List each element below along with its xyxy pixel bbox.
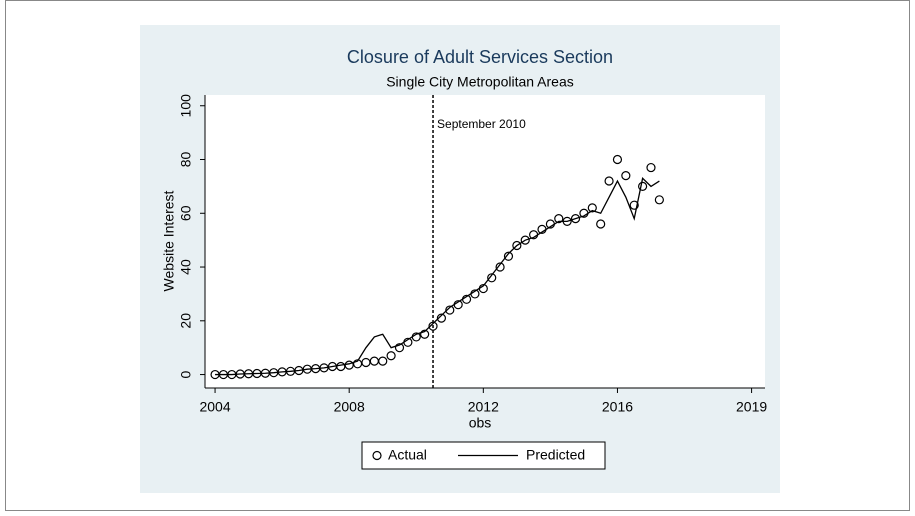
annotation: September 2010 (437, 117, 526, 131)
actual-point (436, 313, 447, 323)
y-tick-label: 0 (178, 370, 194, 378)
actual-point (604, 176, 614, 186)
actual-point (487, 273, 497, 283)
actual-point (512, 240, 522, 251)
actual-point (654, 195, 664, 205)
actual-point (570, 214, 581, 224)
actual-point (612, 154, 623, 165)
legend-label: Actual (388, 447, 427, 463)
x-tick-label: 2019 (736, 399, 767, 415)
predicted-line (215, 177, 660, 376)
x-tick-label: 2008 (334, 399, 365, 415)
chart-title: Closure of Adult Services Section (347, 47, 613, 67)
x-tick-label: 2016 (602, 399, 633, 415)
actual-point (621, 171, 631, 181)
actual-point (629, 200, 639, 210)
y-tick-label: 40 (178, 259, 194, 275)
actual-point (638, 181, 648, 191)
y-tick-label: 20 (178, 313, 194, 329)
chart-subtitle: Single City Metropolitan Areas (386, 74, 574, 90)
actual-point (554, 214, 564, 224)
actual-point (394, 343, 405, 353)
x-axis-label: obs (469, 415, 492, 431)
actual-point (646, 162, 656, 173)
legend-label: Predicted (526, 447, 585, 463)
y-tick-label: 100 (178, 94, 194, 118)
actual-point (420, 329, 430, 339)
y-axis-label: Website Interest (161, 190, 177, 291)
x-tick-label: 2012 (468, 399, 499, 415)
y-tick-label: 80 (178, 152, 194, 168)
actual-point (520, 235, 530, 245)
plot-region (205, 95, 765, 388)
actual-point (495, 262, 505, 272)
actual-point (428, 321, 438, 331)
y-tick-label: 60 (178, 205, 194, 221)
actual-point (503, 251, 514, 261)
legend-marker (372, 450, 382, 461)
actual-point (378, 356, 388, 366)
x-tick-label: 2004 (199, 399, 230, 415)
actual-point (587, 203, 597, 213)
actual-point (445, 305, 455, 315)
actual-point (386, 351, 396, 361)
actual-point (596, 219, 606, 229)
